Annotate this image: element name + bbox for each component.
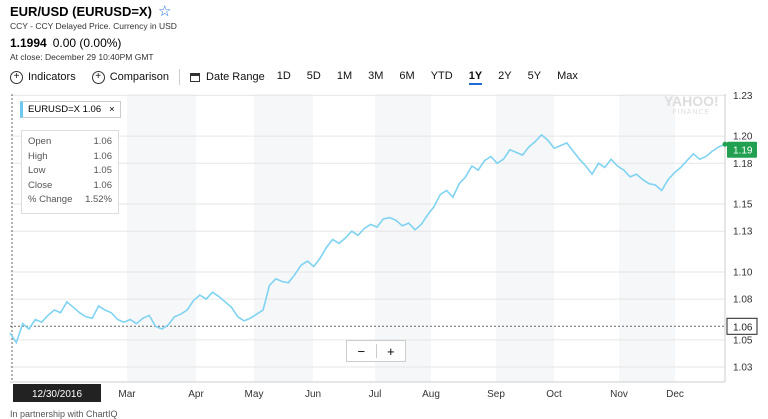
tooltip-label: Close: [28, 179, 53, 191]
x-tick-label: Sep: [487, 389, 505, 400]
x-crosshair-badge: [13, 384, 101, 402]
y-tick-label: 1.10: [733, 267, 753, 278]
range-tab-1y[interactable]: 1Y: [468, 70, 483, 85]
range-tab-3m[interactable]: 3M: [368, 69, 384, 82]
price-line: 1.1994 0.00 (0.00%): [10, 36, 177, 50]
footer-note: In partnership with ChartIQ: [10, 409, 118, 419]
tooltip-value: 1.05: [93, 165, 113, 176]
price-value: 1.1994: [10, 36, 47, 50]
x-tick-label: Jul: [369, 389, 382, 400]
range-tab-5d[interactable]: 5D: [306, 69, 321, 82]
series-legend-label: EURUSD=X 1.06: [28, 104, 102, 115]
comparison-label: Comparison: [109, 71, 170, 83]
month-band: [496, 94, 554, 382]
y-tick-label: 1.18: [733, 159, 753, 170]
current-price-label: 1.19: [733, 146, 753, 157]
tooltip-value: 1.06: [93, 179, 113, 191]
series-legend-chip[interactable]: EURUSD=X 1.06 ×: [20, 101, 121, 118]
chart-toolbar: + Indicators + Comparison Date Range 1D 5…: [0, 66, 768, 88]
crosshair-price-badge: [726, 317, 758, 335]
y-tick-label: 1.23: [733, 91, 753, 102]
tooltip-value: 1.06: [93, 136, 113, 147]
plus-circle-icon: +: [10, 70, 23, 84]
y-tick-label: 1.15: [733, 200, 753, 211]
calendar-icon: [190, 72, 201, 82]
tooltip-row: Close 1.06: [28, 179, 112, 194]
zoom-control: − +: [346, 340, 406, 362]
month-band: [127, 94, 196, 382]
close-note: At close: December 29 10:40PM GMT: [10, 52, 154, 62]
date-range-button[interactable]: Date Range: [190, 71, 265, 83]
price-change: 0.00 (0.00%): [52, 36, 122, 50]
x-tick-label: Jun: [305, 389, 321, 400]
series-end-point: [722, 141, 728, 147]
y-tick-label: 1.05: [733, 335, 753, 346]
ticker-title-text: EUR/USD (EURUSD=X): [10, 3, 152, 19]
range-tab-5y[interactable]: 5Y: [527, 69, 542, 82]
tooltip-label: High: [28, 150, 48, 162]
tooltip-row: High 1.06: [28, 150, 112, 165]
tooltip-value: 1.52%: [85, 194, 112, 205]
watermark-line1: YAHOO!: [664, 93, 719, 109]
watermark-line2: FINANCE: [672, 109, 711, 116]
x-tick-label: Oct: [546, 389, 562, 400]
comparison-button[interactable]: + Comparison: [91, 70, 170, 84]
range-tab-1m[interactable]: 1M: [336, 69, 353, 82]
x-crosshair-label: 12/30/2016: [32, 389, 82, 400]
tooltip-row: % Change 1.52%: [28, 193, 112, 208]
zoom-out-button[interactable]: −: [357, 343, 366, 359]
x-tick-label: Mar: [118, 389, 136, 400]
indicators-button[interactable]: + Indicators: [10, 70, 76, 84]
zoom-in-button[interactable]: +: [386, 343, 395, 359]
ticker-title: EUR/USD (EURUSD=X) ☆: [10, 2, 177, 20]
quote-header: EUR/USD (EURUSD=X) ☆ CCY - CCY Delayed P…: [10, 2, 177, 62]
x-tick-label: May: [245, 389, 264, 400]
range-tabs: 1D 5D 1M 3M 6M YTD 1Y 2Y 5Y Max: [269, 70, 586, 85]
x-tick-label: Apr: [188, 389, 204, 400]
price-chart[interactable]: 1.23 1.20 1.18 1.15 1.13 1.10 1.08 1.05 1.03 12/3…: [0, 90, 768, 410]
x-tick-label: Nov: [610, 389, 628, 400]
series-line-eurusd: [9, 133, 726, 345]
date-range-label: Date Range: [206, 71, 265, 83]
y-tick-label: 1.03: [733, 363, 753, 374]
range-tab-ytd[interactable]: YTD: [430, 69, 453, 82]
yahoo-finance-watermark: YAHOO! FINANCE: [664, 93, 719, 118]
y-tick-label: 1.20: [733, 132, 753, 143]
month-band: [375, 94, 431, 382]
range-tab-2y[interactable]: 2Y: [498, 69, 512, 82]
indicators-label: Indicators: [28, 71, 76, 83]
star-icon[interactable]: ☆: [157, 3, 172, 20]
tooltip-row: Low 1.05: [28, 164, 112, 179]
tooltip-label: Low: [28, 165, 46, 176]
month-band: [619, 94, 675, 382]
y-tick-label: 1.08: [733, 295, 753, 306]
tooltip-row: Open 1.06: [28, 135, 112, 150]
range-tab-max[interactable]: Max: [557, 69, 578, 82]
quote-subtitle: CCY - CCY Delayed Price. Currency in USD: [10, 21, 177, 31]
tooltip-label: Open: [28, 136, 52, 147]
crosshair-price-label: 1.06: [733, 322, 753, 333]
range-tab-1d[interactable]: 1D: [276, 69, 291, 82]
month-band: [254, 94, 313, 382]
ohlc-tooltip: Open 1.06 High 1.06 Low 1.05 Close 1.06 % Change…: [21, 130, 119, 214]
x-tick-label: Aug: [422, 389, 440, 400]
y-tick-label: 1.13: [733, 227, 753, 238]
plus-circle-icon: +: [91, 70, 105, 84]
close-icon[interactable]: ×: [109, 104, 115, 115]
tooltip-value: 1.06: [93, 150, 113, 162]
tooltip-label: % Change: [28, 194, 73, 205]
range-tab-6m[interactable]: 6M: [399, 69, 415, 82]
x-tick-label: Dec: [666, 389, 684, 400]
zoom-divider: [375, 344, 377, 358]
toolbar-divider: [179, 69, 181, 85]
current-price-badge: [727, 141, 757, 158]
